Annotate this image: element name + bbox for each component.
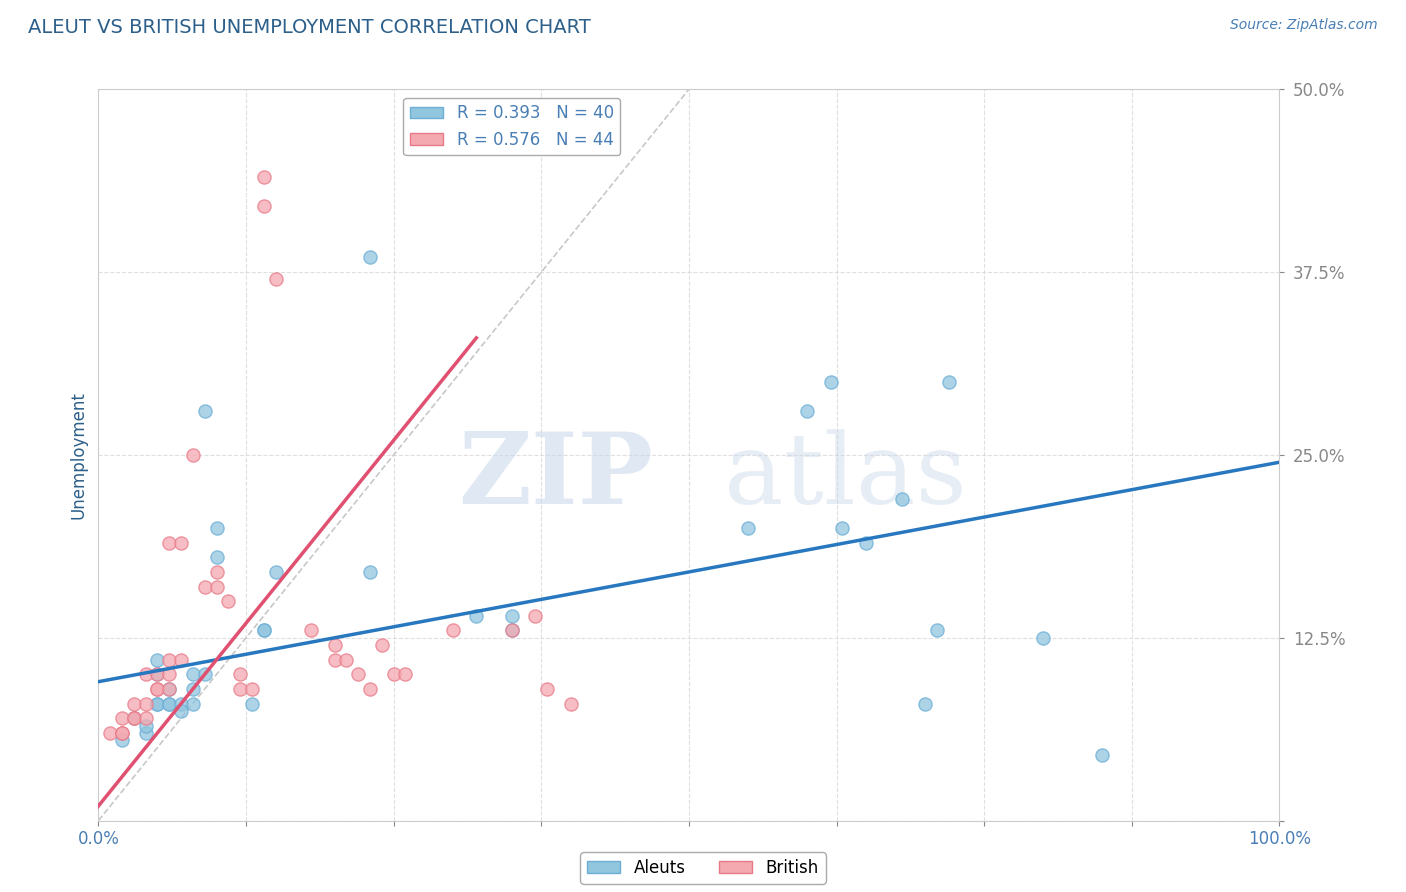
Point [122, 711, 145, 725]
Point [229, 681, 252, 696]
Point [253, 624, 276, 638]
Point [146, 697, 169, 711]
Point [135, 718, 157, 732]
Y-axis label: Unemployment: Unemployment [69, 391, 87, 519]
Point [501, 608, 523, 623]
Point [501, 624, 523, 638]
Point [299, 624, 322, 638]
Point [111, 733, 134, 747]
Point [122, 711, 145, 725]
Point [536, 681, 558, 696]
Point [501, 624, 523, 638]
Point [135, 726, 157, 740]
Text: ZIP: ZIP [458, 428, 654, 525]
Point [146, 667, 169, 681]
Point [135, 711, 157, 725]
Point [820, 375, 842, 389]
Point [371, 638, 394, 652]
Point [170, 697, 193, 711]
Point [146, 697, 169, 711]
Point [335, 653, 357, 667]
Point [170, 704, 193, 718]
Point [890, 491, 912, 506]
Text: Source: ZipAtlas.com: Source: ZipAtlas.com [1230, 18, 1378, 32]
Point [135, 667, 157, 681]
Legend: Aleuts, British: Aleuts, British [581, 853, 825, 884]
Point [157, 667, 180, 681]
Point [855, 535, 877, 549]
Point [253, 169, 276, 184]
Point [146, 653, 169, 667]
Point [359, 681, 381, 696]
Point [264, 272, 287, 286]
Point [217, 594, 239, 608]
Point [111, 726, 134, 740]
Point [441, 624, 464, 638]
Point [194, 404, 217, 418]
Point [146, 681, 169, 696]
Text: atlas: atlas [724, 429, 967, 524]
Point [205, 580, 228, 594]
Legend: R = 0.393   N = 40, R = 0.576   N = 44: R = 0.393 N = 40, R = 0.576 N = 44 [404, 97, 620, 155]
Point [135, 697, 157, 711]
Point [347, 667, 370, 681]
Point [194, 580, 217, 594]
Point [181, 667, 204, 681]
Point [382, 667, 405, 681]
Point [1091, 747, 1114, 762]
Point [240, 681, 263, 696]
Point [394, 667, 416, 681]
Point [240, 697, 263, 711]
Point [157, 653, 180, 667]
Point [111, 711, 134, 725]
Point [914, 697, 936, 711]
Point [796, 404, 818, 418]
Point [560, 697, 582, 711]
Point [253, 199, 276, 213]
Point [157, 697, 180, 711]
Point [1032, 631, 1054, 645]
Point [111, 726, 134, 740]
Point [170, 535, 193, 549]
Point [157, 535, 180, 549]
Point [737, 521, 759, 535]
Point [205, 565, 228, 579]
Point [194, 667, 217, 681]
Point [181, 448, 204, 462]
Point [122, 711, 145, 725]
Point [157, 681, 180, 696]
Point [122, 697, 145, 711]
Point [359, 565, 381, 579]
Point [181, 681, 204, 696]
Point [323, 653, 346, 667]
Point [323, 638, 346, 652]
Point [359, 251, 381, 265]
Point [524, 608, 547, 623]
Point [465, 608, 488, 623]
Point [146, 667, 169, 681]
Text: ALEUT VS BRITISH UNEMPLOYMENT CORRELATION CHART: ALEUT VS BRITISH UNEMPLOYMENT CORRELATIO… [28, 18, 591, 37]
Point [925, 624, 948, 638]
Point [938, 375, 960, 389]
Point [98, 726, 121, 740]
Point [205, 521, 228, 535]
Point [831, 521, 853, 535]
Point [146, 681, 169, 696]
Point [157, 681, 180, 696]
Point [181, 697, 204, 711]
Point [205, 550, 228, 565]
Point [253, 624, 276, 638]
Point [229, 667, 252, 681]
Point [157, 697, 180, 711]
Point [170, 653, 193, 667]
Point [264, 565, 287, 579]
